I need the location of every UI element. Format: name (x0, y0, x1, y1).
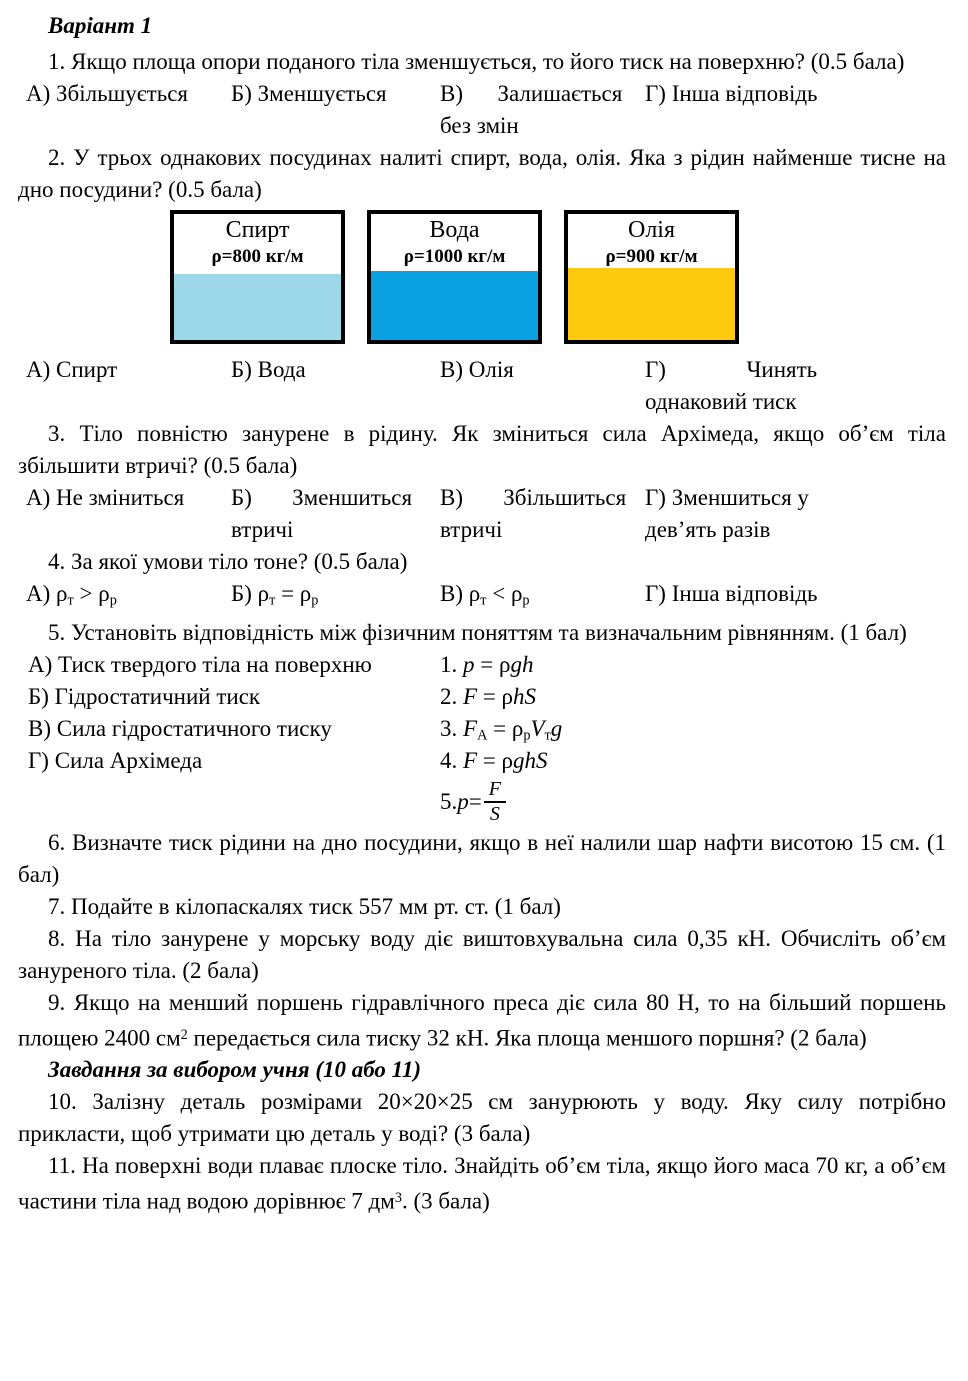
answer-option-b: Б) ρт = ρр (231, 581, 319, 609)
question-5-matching: А) Тиск твердого тіла на поверхню Б) Гід… (28, 649, 946, 827)
answer-option-v: В) Залишається без змін (440, 81, 629, 138)
concept-item: Г) Сила Архімеда (28, 747, 203, 773)
concept-item: В) Сила гідростатичного тиску (28, 715, 332, 741)
concept-item: Б) Гідростатичний тиск (28, 683, 261, 709)
answer-option-b: Б) Вода (231, 357, 306, 382)
question-8-text: 8. На тіло занурене у морську воду діє в… (18, 925, 946, 983)
vessel-density: ρ=800 кг/м (211, 246, 304, 267)
choice-section-heading: Завдання за вибором учня (10 або 11) (48, 1056, 422, 1082)
answer-option-g: Г) Інша відповідь (645, 81, 818, 106)
question-1-text: 1. Якщо площа опори поданого тіла зменшу… (48, 49, 905, 74)
answer-option-a: А) Не зміниться (26, 485, 185, 510)
question-6-text: 6. Визначте тиск рідини на дно посудини,… (18, 829, 946, 887)
question-10-text: 10. Залізну деталь розмірами 20×20×25 см… (18, 1088, 946, 1146)
answer-option-g: Г) Інша відповідь (645, 581, 818, 606)
question-5-text: 5. Установіть відповідність між фізичним… (48, 619, 907, 645)
answer-option-v: В) ρт < ρр (440, 581, 530, 609)
concept-list: А) Тиск твердого тіла на поверхню Б) Гід… (28, 649, 440, 827)
question-7-text: 7. Подайте в кілопаскалях тиск 557 мм рт… (48, 893, 561, 919)
question-1-answers: А) Збільшується Б) Зменшується В) Залиша… (26, 78, 946, 142)
question-9-text: 9. Якщо на менший поршень гідравлічного … (18, 989, 946, 1050)
question-2-answers: А) Спирт Б) Вода В) Олія Г) Чинять однак… (26, 354, 946, 418)
vessels-diagram: Спирт ρ=800 кг/м Вода ρ=1000 кг/м Олія ρ… (170, 210, 946, 344)
vessel-spirit: Спирт ρ=800 кг/м (170, 210, 345, 344)
variant-title: Варіант 1 (48, 13, 153, 38)
vessel-liquid-spirit (174, 274, 341, 340)
answer-option-v: В) Олія (440, 357, 514, 382)
vessel-name: Олія (627, 217, 675, 243)
answer-option-b: Б) Зменшиться втричі (231, 485, 418, 542)
equation-item: 1. p = ρgh (440, 651, 534, 677)
answer-option-g: Г) Чинять однаковий тиск (645, 357, 823, 414)
question-4-text: 4. За якої умови тіло тоне? (0.5 бала) (48, 549, 408, 574)
equation-item: 4. F = ρghS (440, 747, 548, 773)
vessel-density: ρ=900 кг/м (605, 246, 698, 267)
vessel-density: ρ=1000 кг/м (403, 246, 506, 267)
answer-option-a: А) Спирт (26, 357, 118, 382)
answer-option-g: Г) Зменшиться у дев’ять разів (645, 485, 815, 542)
equation-list: 1. p = ρgh 2. F = ρhS 3. FА = ρрVтg 4. F… (440, 649, 946, 827)
question-4-answers: А) ρт > ρр Б) ρт = ρр В) ρт < ρр Г) Інша… (26, 578, 946, 617)
answer-option-a: А) Збільшується (26, 81, 189, 106)
answer-option-v: В) Збільшиться втричі (440, 485, 632, 542)
vessel-liquid-oil (568, 268, 735, 340)
vessel-name: Спирт (225, 217, 290, 243)
vessel-water: Вода ρ=1000 кг/м (367, 210, 542, 344)
equation-item: 3. FА = ρрVтg (440, 715, 563, 744)
answer-option-b: Б) Зменшується (231, 81, 387, 106)
equation-item: 2. F = ρhS (440, 683, 537, 709)
concept-item: А) Тиск твердого тіла на поверхню (28, 651, 372, 677)
question-11-text: 11. На поверхні води плаває плоске тіло.… (18, 1152, 946, 1214)
vessel-name: Вода (429, 217, 480, 243)
question-3-text: 3. Тіло повністю занурене в рідину. Як з… (18, 421, 946, 478)
question-3-answers: А) Не зміниться Б) Зменшиться втричі В) … (26, 482, 946, 546)
question-2-text: 2. У трьох однакових посудинах налиті сп… (18, 145, 946, 202)
vessel-oil: Олія ρ=900 кг/м (564, 210, 739, 344)
vessel-liquid-water (371, 270, 538, 340)
answer-option-a: А) ρт > ρр (26, 581, 117, 609)
